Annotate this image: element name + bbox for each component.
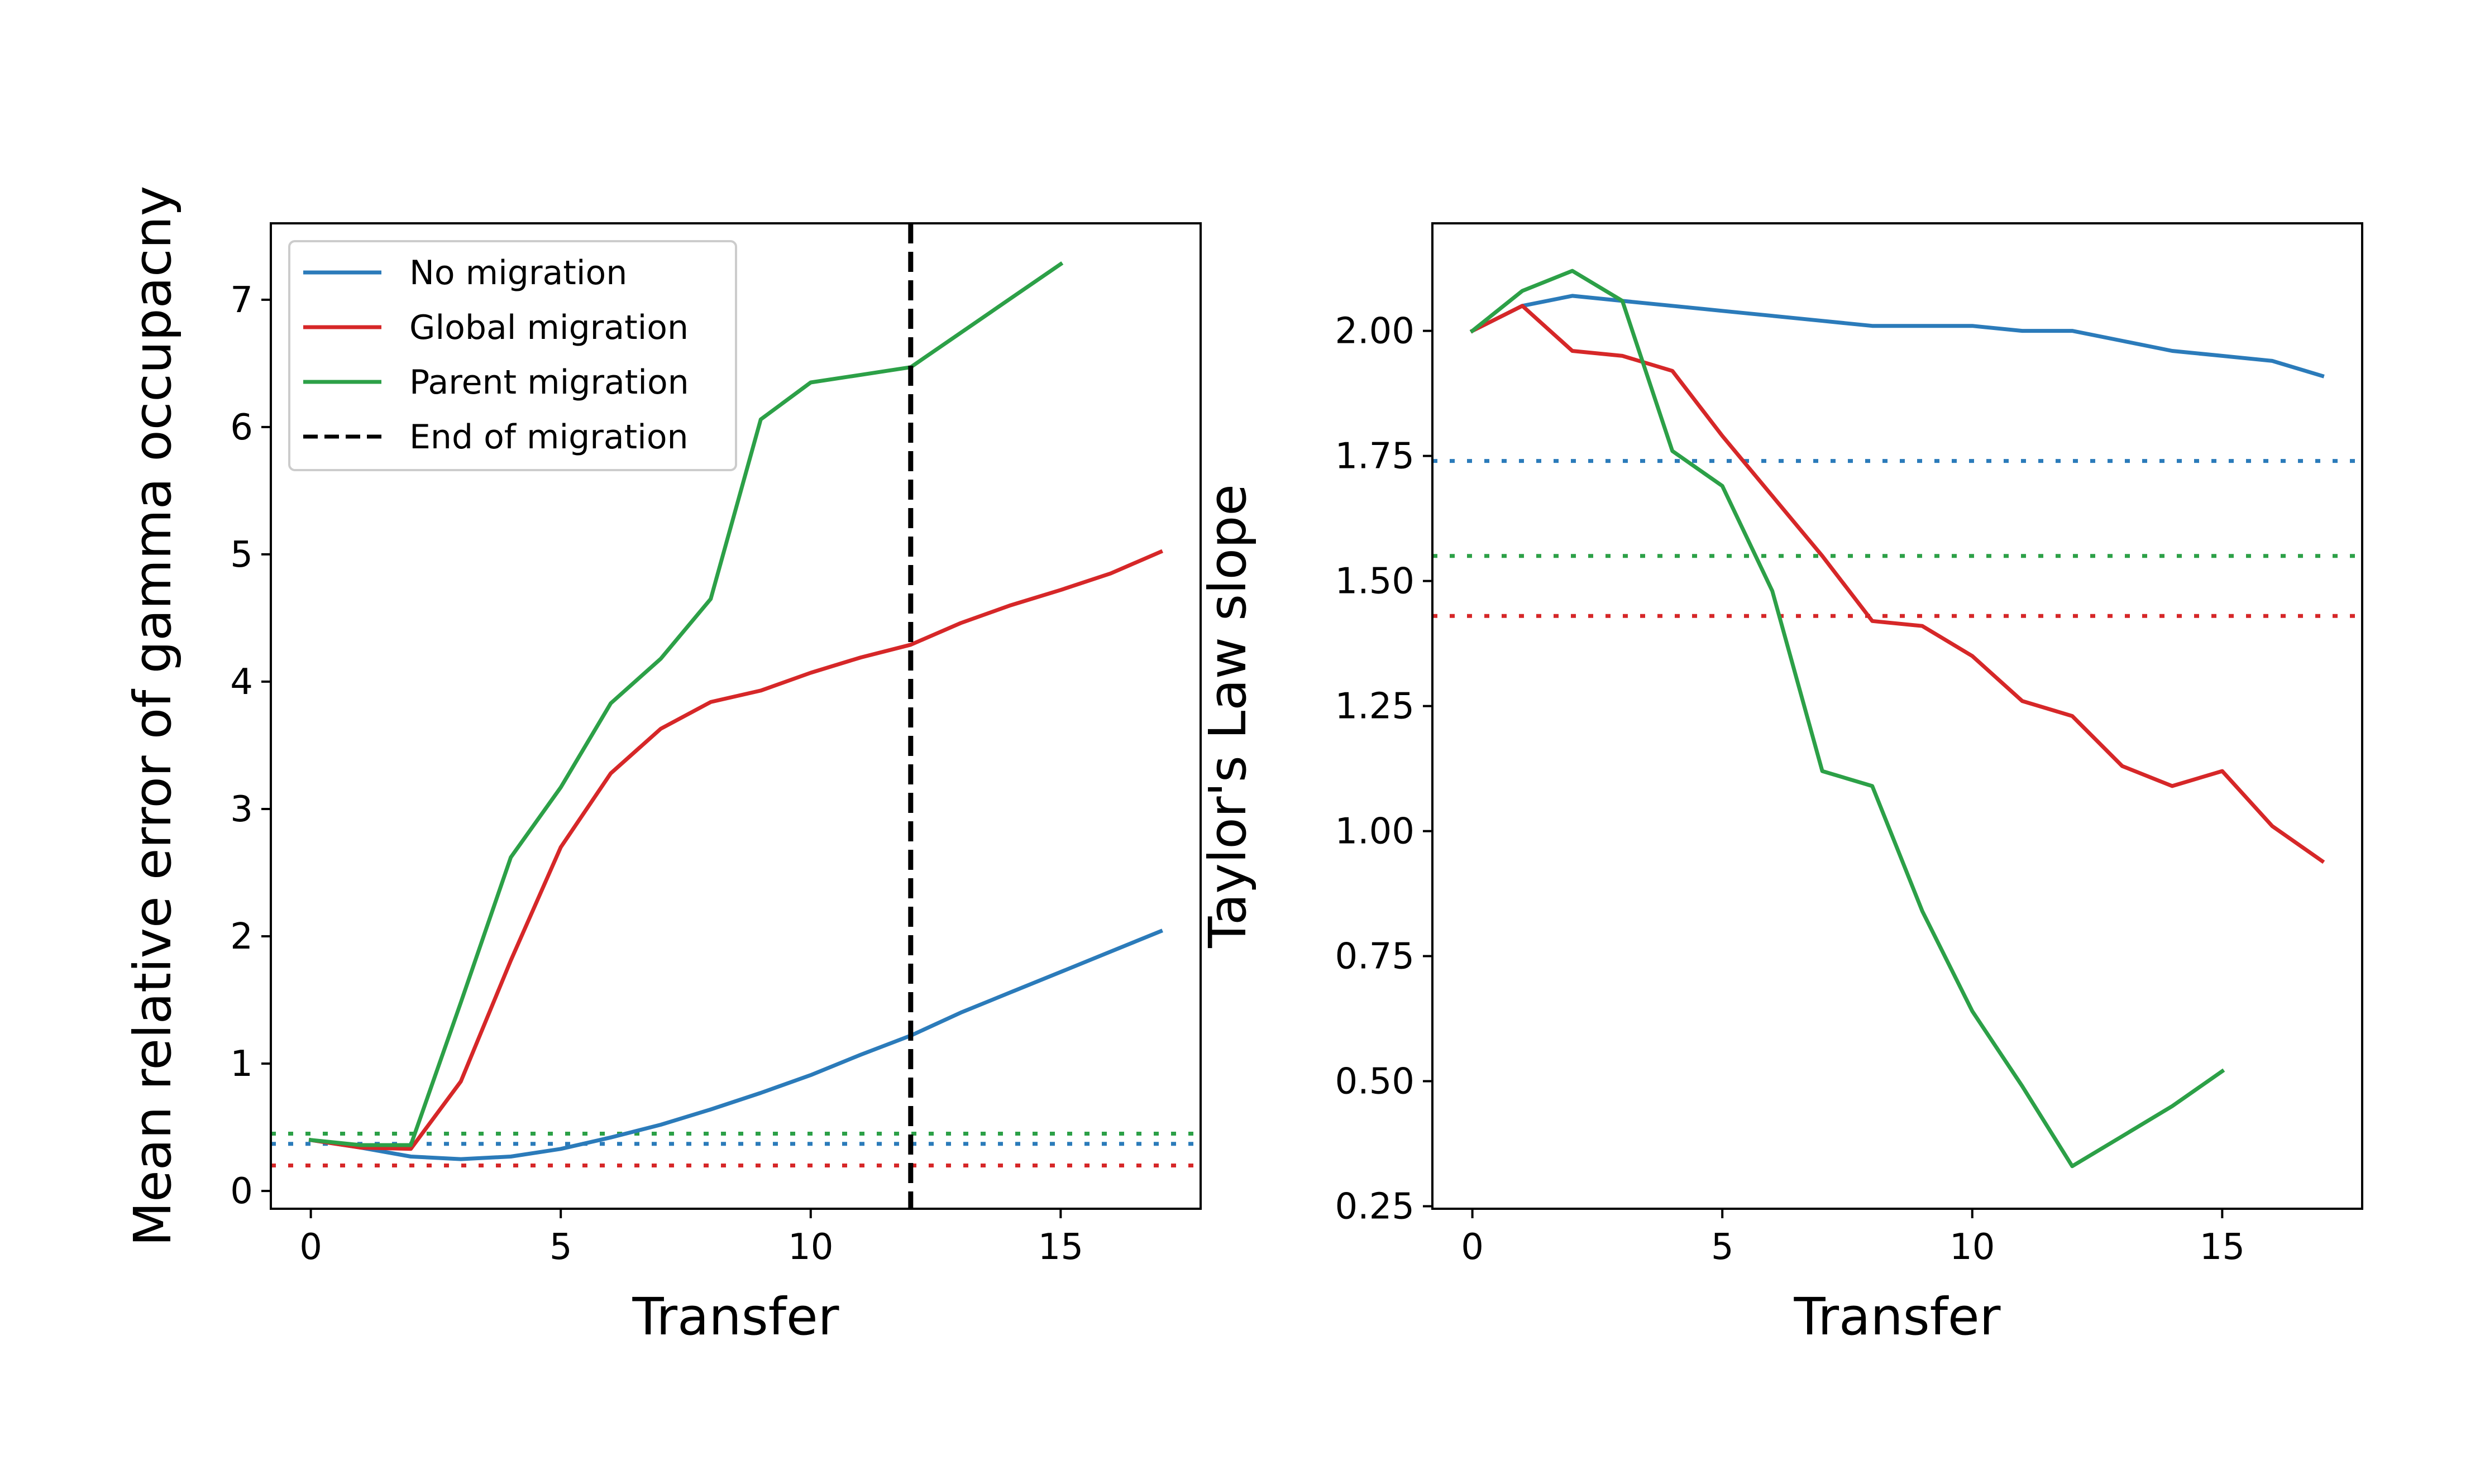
y-axis-label: Mean relative error of gamma occupacny [123, 186, 183, 1247]
x-axis-label: Transfer [632, 1287, 839, 1347]
x-tick-label: 0 [299, 1227, 322, 1268]
y-tick-label: 4 [230, 662, 253, 703]
y-tick-label: 0.75 [1335, 936, 1415, 978]
y-tick-label: 1.00 [1335, 811, 1415, 853]
y-axis-label: Taylor's Law slope [1198, 484, 1258, 949]
series-line-no-migration [1469, 294, 2325, 379]
y-tick-label: 1.75 [1335, 436, 1415, 477]
x-axis-label: Transfer [1794, 1287, 2001, 1347]
x-tick-label: 10 [788, 1227, 833, 1268]
series-line-parent-migration [308, 261, 1064, 1147]
legend-label: End of migration [409, 418, 689, 457]
series-line-global-migration [1469, 304, 2325, 864]
y-tick-label: 0.25 [1335, 1186, 1415, 1228]
series-line-global-migration [308, 549, 1164, 1151]
y-tick-label: 7 [230, 280, 253, 321]
y-tick-label: 1.25 [1335, 686, 1415, 727]
legend-label: Parent migration [409, 363, 689, 402]
legend-label: Global migration [409, 308, 689, 347]
x-tick-label: 10 [1949, 1227, 1995, 1268]
legend-label: No migration [409, 253, 627, 293]
axes-frame [270, 222, 1202, 1210]
left-panel-mean-relative-error: 0 5 10 15 0 1 2 3 4 5 6 7 Transfer Mean relative erro… [123, 186, 1202, 1347]
series-line-no-migration [308, 928, 1163, 1161]
x-tick-label: 5 [1711, 1227, 1734, 1268]
y-tick-label: 6 [230, 407, 253, 448]
legend-box [288, 240, 737, 471]
series-line-parent-migration [1469, 269, 2225, 1169]
x-tick-label: 0 [1461, 1227, 1484, 1268]
y-tick-label: 5 [230, 534, 253, 576]
y-tick-label: 1.50 [1335, 561, 1415, 602]
plot-area [271, 223, 1201, 1209]
y-tick-label: 0.50 [1335, 1061, 1415, 1103]
axes-frame [1431, 222, 2363, 1210]
plot-area [1432, 269, 2362, 1169]
x-tick-label: 15 [2200, 1227, 2245, 1268]
y-tick-label: 3 [230, 789, 253, 830]
right-panel-taylors-law-slope: 0 5 10 15 0.25 0.50 0.75 1.00 1.25 1.50 1.75 2.00 Tr… [1198, 222, 2363, 1347]
y-tick-label: 2 [230, 916, 253, 958]
y-tick-label: 2.00 [1335, 311, 1415, 352]
y-tick-label: 1 [230, 1043, 253, 1085]
y-tick-label: 0 [230, 1171, 253, 1212]
x-tick-label: 5 [549, 1227, 572, 1268]
x-tick-label: 15 [1038, 1227, 1083, 1268]
